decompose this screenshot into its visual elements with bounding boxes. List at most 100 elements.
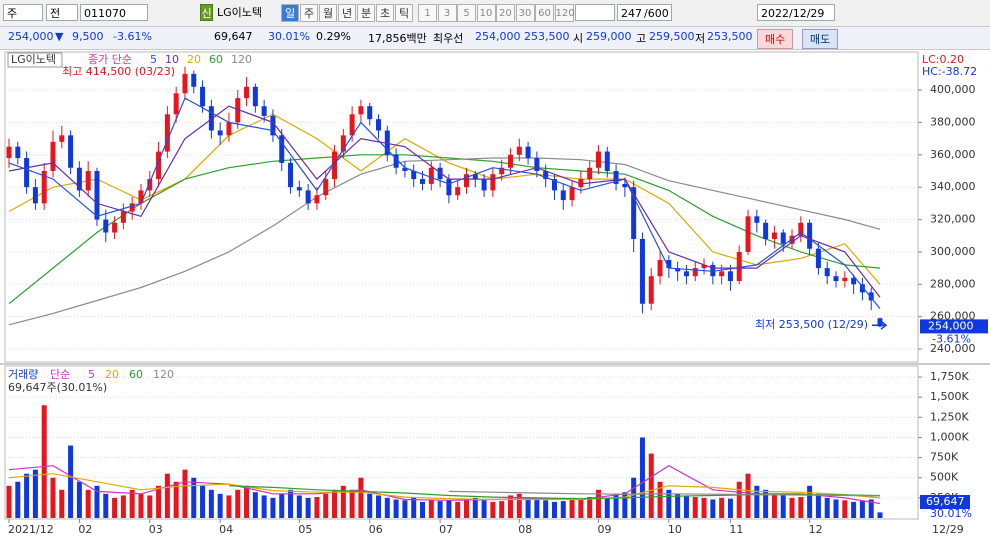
candle-body — [798, 222, 804, 236]
candle-body — [164, 114, 170, 152]
volume-legend-entry: 60 — [129, 368, 143, 381]
volume-bar — [244, 485, 250, 518]
volume-ma-line — [8, 465, 881, 505]
volume-bar — [754, 485, 760, 518]
volume-bar — [376, 495, 382, 518]
candle-body — [534, 158, 540, 171]
candle-body — [868, 292, 874, 301]
volume-bar — [50, 477, 56, 518]
interval-button[interactable]: 30 — [515, 4, 535, 22]
legend-name: LG이노텍 — [11, 53, 56, 66]
volume-bar — [15, 481, 21, 518]
volume-bar — [59, 489, 65, 518]
candle-body — [824, 268, 830, 277]
candle-body — [463, 174, 469, 188]
interval-button[interactable]: 5 — [457, 4, 476, 22]
volume-bar — [675, 493, 681, 518]
candle-body — [472, 174, 478, 180]
candle-body — [525, 146, 531, 159]
volume-bar — [94, 485, 100, 518]
period-button[interactable]: 주 — [300, 4, 318, 22]
candle-body — [120, 211, 126, 223]
volume-bar — [578, 499, 584, 518]
sell-button[interactable]: 매도 — [802, 29, 839, 49]
y-tick-label: 360,000 — [930, 148, 976, 161]
candle-body — [112, 222, 118, 233]
y-tick-label: 300,000 — [930, 245, 976, 258]
candle-body — [481, 179, 487, 191]
x-tick-label: 2021/12 — [8, 523, 54, 536]
volume-bar — [323, 493, 329, 518]
change-pct: -3.61% — [113, 30, 152, 43]
candle-body — [754, 216, 760, 223]
low: 253,500 — [707, 30, 753, 43]
candle-body — [666, 260, 672, 269]
volume-bar — [428, 499, 434, 518]
volume-bar — [736, 481, 742, 518]
price-tag — [920, 319, 988, 334]
interval-button[interactable]: 3 — [437, 4, 457, 22]
candle-body — [279, 135, 285, 163]
period-button[interactable]: 일 — [281, 4, 299, 22]
legend-ma-label: 종가 단순 — [88, 53, 132, 66]
market-select[interactable]: 주 — [3, 4, 43, 21]
candle-body — [94, 170, 100, 220]
candle-body — [85, 170, 91, 191]
volume-bar — [569, 497, 575, 518]
y-tick-label: 320,000 — [930, 213, 976, 226]
candle-body — [244, 86, 250, 99]
legend-name-box — [7, 52, 63, 68]
volume-bar — [613, 493, 619, 518]
interval-button[interactable]: 1 — [418, 4, 437, 22]
high-annotation: 최고 414,500 (03/23) — [62, 65, 175, 78]
prefix-select[interactable]: 전 — [46, 4, 78, 21]
volume: 69,647 — [214, 30, 253, 43]
best-ask: 254,000 — [475, 30, 521, 43]
volume-bar — [156, 485, 162, 518]
period-button[interactable]: 틱 — [395, 4, 413, 22]
interval-button[interactable]: 20 — [496, 4, 515, 22]
y-tick-label: 1,500K — [930, 390, 969, 403]
candle-body — [314, 195, 320, 204]
buy-button[interactable]: 매수 — [757, 29, 794, 49]
volume-bar — [666, 489, 672, 518]
candle-body — [587, 167, 593, 180]
candle-body — [15, 146, 21, 159]
volume-bar — [349, 489, 355, 518]
interval-button[interactable]: 60 — [535, 4, 554, 22]
volume-bar — [587, 497, 593, 518]
volume-bar — [507, 495, 513, 518]
candle-body — [367, 106, 373, 120]
interval-input[interactable] — [575, 4, 615, 21]
volume-bar — [745, 473, 751, 518]
candle-body — [851, 277, 857, 285]
price-panel — [4, 51, 919, 363]
volume-legend-text: 69,647주(30.01%) — [8, 381, 107, 394]
candle-body — [842, 277, 848, 282]
period-button[interactable]: 분 — [357, 4, 375, 22]
interval-button[interactable]: 120 — [554, 4, 575, 22]
count-input[interactable]: 247 — [617, 4, 645, 21]
lc-label: LC:0.20 — [922, 53, 964, 66]
period-button[interactable]: 년 — [338, 4, 356, 22]
low-annotation: 최저 253,500 (12/29) — [755, 318, 868, 331]
volume-bar — [393, 499, 399, 518]
candle-body — [24, 158, 30, 188]
open: 259,000 — [586, 30, 632, 43]
volume-bar — [182, 469, 188, 518]
candle-body — [569, 187, 575, 201]
x-tick-label: 02 — [78, 523, 92, 536]
period-button[interactable]: 월 — [319, 4, 337, 22]
period-button[interactable]: 초 — [376, 4, 394, 22]
interval-button[interactable]: 10 — [476, 4, 496, 22]
date-input[interactable]: 2022/12/29 — [757, 4, 835, 21]
volume-bar — [6, 485, 12, 518]
candle-body — [32, 187, 38, 204]
count-max: /600 — [644, 4, 672, 21]
volume-bar — [314, 497, 320, 518]
code-input[interactable]: 011070 — [80, 4, 148, 21]
candle-body — [692, 268, 698, 277]
candle-body — [296, 187, 302, 191]
candle-body — [235, 98, 241, 123]
candle-body — [622, 183, 628, 188]
